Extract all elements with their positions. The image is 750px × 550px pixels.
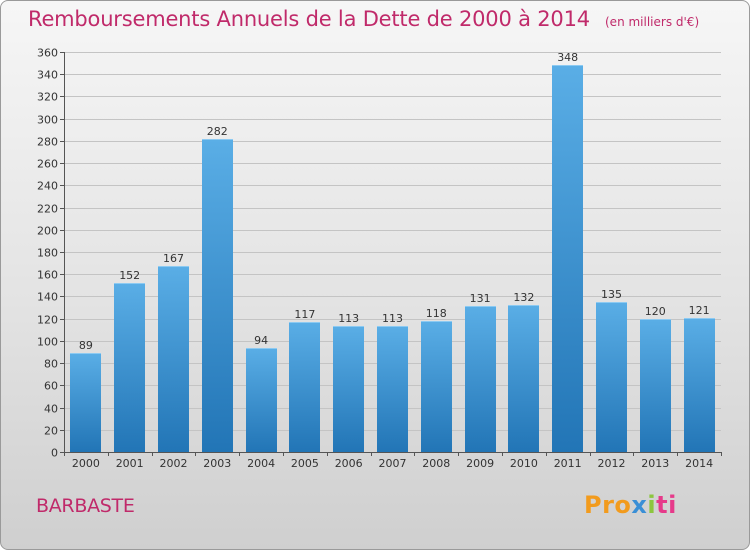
bar [684,318,715,452]
y-tick-labels: 0 20 40 60 80 100 120 140 160 180 200 220 240 260 280 3… [37,47,58,460]
data-label: 132 [513,291,534,304]
data-label: 348 [557,51,578,64]
y-tick-label: 40 [44,403,58,416]
y-tick-label: 180 [37,247,58,260]
y-tick-label: 320 [37,91,58,104]
data-label: 121 [689,304,710,317]
bars [70,65,715,452]
data-label: 113 [382,312,403,325]
bar [421,321,452,452]
y-tick-label: 360 [37,47,58,60]
x-tick-label: 2008 [422,457,450,470]
data-label: 167 [163,252,184,265]
logo-part-4: ti [656,491,677,519]
y-tick-label: 200 [37,225,58,238]
x-tick-label: 2005 [291,457,319,470]
x-tick-label: 2002 [160,457,188,470]
x-tick-label: 2000 [72,457,100,470]
chart-title: Remboursements Annuels de la Dette de 20… [28,7,590,31]
data-label: 94 [254,334,268,347]
y-tick-label: 100 [37,336,58,349]
chart-unit: (en milliers d'€) [605,15,700,29]
data-label: 152 [119,269,140,282]
bar [202,139,233,452]
data-label: 131 [470,292,491,305]
bar [552,65,583,452]
title-row: Remboursements Annuels de la Dette de 20… [28,7,699,31]
x-tick-label: 2011 [554,457,582,470]
bar [70,353,101,452]
bar [465,306,496,452]
x-tick-label: 2010 [510,457,538,470]
x-tick-labels: 2000 2001 2002 2003 2004 2005 2006 2007 2008 2009… [72,457,713,470]
y-tick-label: 160 [37,269,58,282]
data-label: 135 [601,288,622,301]
logo-part-1: Pro [584,491,632,519]
data-label: 113 [338,312,359,325]
y-tick-label: 280 [37,136,58,149]
bar [596,302,627,452]
bar [508,305,539,452]
logo-part-2: x [631,491,648,519]
x-tick-label: 2003 [203,457,231,470]
data-labels: 89 152 167 282 94 117 113 113 118 131 132 348 135 120… [79,51,710,352]
x-tick-label: 2014 [685,457,713,470]
bar [333,326,364,452]
bar [289,322,320,452]
data-label: 117 [294,308,315,321]
bar [158,266,189,452]
x-tick-label: 2012 [598,457,626,470]
y-tick-label: 240 [37,180,58,193]
data-label: 89 [79,339,93,352]
bar [246,348,277,452]
x-tick-label: 2007 [379,457,407,470]
data-label: 118 [426,307,447,320]
y-tick-label: 260 [37,158,58,171]
x-tick-label: 2013 [641,457,669,470]
data-label: 120 [645,305,666,318]
y-tick-label: 300 [37,114,58,127]
axes [60,52,722,456]
x-tick-label: 2004 [247,457,275,470]
x-tick-label: 2009 [466,457,494,470]
bar [114,283,145,452]
y-tick-label: 120 [37,314,58,327]
y-tick-label: 0 [51,447,58,460]
y-tick-label: 220 [37,203,58,216]
x-tick-label: 2001 [116,457,144,470]
bar [377,326,408,452]
y-tick-label: 20 [44,425,58,438]
bar [640,319,671,452]
y-tick-label: 80 [44,358,58,371]
y-tick-label: 140 [37,291,58,304]
logo-part-3: i [647,491,657,519]
y-tick-label: 60 [44,380,58,393]
x-tick-label: 2006 [335,457,363,470]
proxiti-logo: Proxiti [584,491,677,519]
data-label: 282 [207,125,228,138]
place-name: BARBASTE [36,495,135,517]
y-tick-label: 340 [37,69,58,82]
